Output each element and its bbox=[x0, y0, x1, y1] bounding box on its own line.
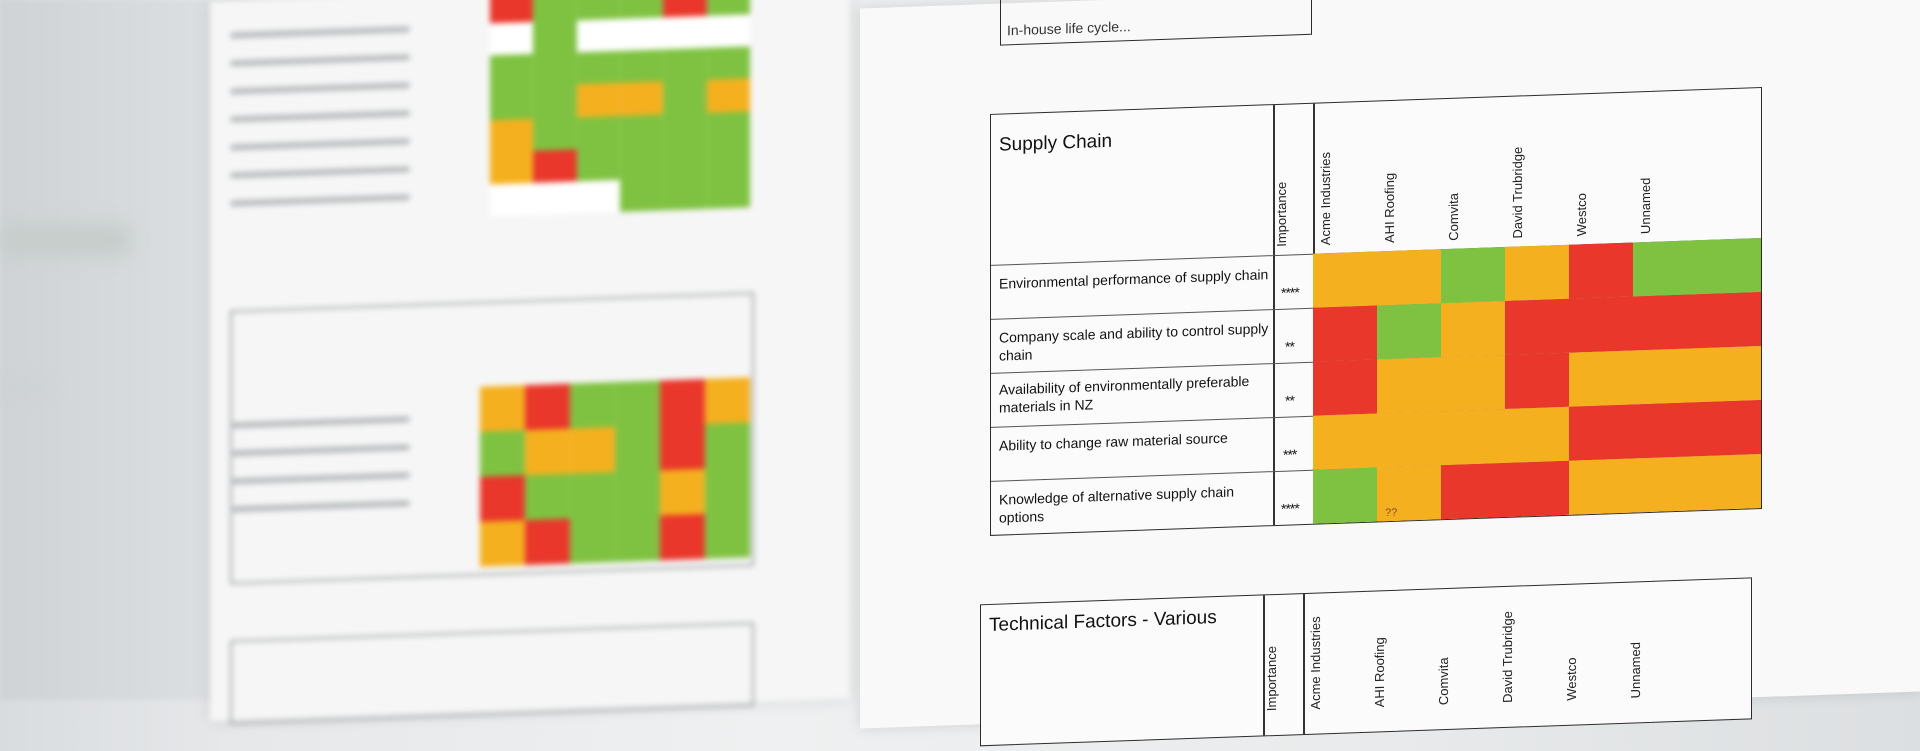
partial-table-top: In-house life cycle... bbox=[1000, 0, 1312, 46]
blurred-shape bbox=[0, 225, 130, 255]
table-title: Technical Factors - Various bbox=[989, 607, 1217, 637]
heatmap-cell bbox=[1569, 350, 1633, 407]
importance-stars: *** bbox=[1283, 446, 1297, 463]
heatmap-cell bbox=[1569, 242, 1633, 299]
column-header: Importance bbox=[1264, 645, 1279, 712]
column-header: Comvita bbox=[1446, 192, 1461, 242]
heatmap-cell bbox=[1377, 357, 1441, 414]
heatmap-cell bbox=[1633, 294, 1697, 351]
column-divider bbox=[1273, 105, 1275, 526]
heatmap-cell bbox=[1441, 354, 1505, 412]
heatmap-cell bbox=[1505, 298, 1569, 355]
blurred-row-labels bbox=[230, 394, 410, 534]
heatmap-cell bbox=[1377, 303, 1441, 360]
blurred-row-labels bbox=[230, 4, 410, 228]
importance-stars: ** bbox=[1285, 338, 1294, 355]
column-header: AHI Roofing bbox=[1382, 172, 1397, 244]
heatmap-cell: ?? bbox=[1377, 465, 1441, 522]
photo-scene: In-house life cycle... Supply Chain Impo… bbox=[0, 0, 1762, 747]
technical-factors-table: Technical Factors - Various Importance A… bbox=[980, 577, 1752, 747]
importance-stars: ** bbox=[1285, 392, 1294, 409]
row-label: Environmental performance of supply chai… bbox=[999, 266, 1269, 292]
row-label: Company scale and ability to control sup… bbox=[999, 320, 1269, 364]
heatmap-cell bbox=[1569, 296, 1633, 353]
blurred-table-border bbox=[230, 622, 754, 725]
heatmap-cell bbox=[1441, 462, 1505, 520]
row-label: Ability to change raw material source bbox=[999, 429, 1228, 454]
column-header: AHI Roofing bbox=[1372, 637, 1387, 708]
cell-annotation: ?? bbox=[1385, 506, 1398, 520]
importance-stars: **** bbox=[1281, 284, 1299, 301]
blurred-heatmap-middle bbox=[480, 377, 750, 567]
heatmap-cell bbox=[1569, 458, 1633, 515]
right-paper-sheet: In-house life cycle... Supply Chain Impo… bbox=[860, 0, 1920, 747]
column-header: Westco bbox=[1574, 192, 1589, 237]
left-paper-sheet bbox=[210, 0, 850, 725]
heatmap-cell bbox=[1505, 244, 1569, 301]
heatmap-cell bbox=[1441, 408, 1505, 466]
table-title: Supply Chain bbox=[999, 130, 1113, 156]
column-header: David Trubridge bbox=[1510, 146, 1525, 239]
blurred-heatmap-top bbox=[490, 0, 750, 217]
supply-chain-heatmap: ?? bbox=[1313, 238, 1761, 524]
supply-chain-table: Supply Chain Importance Acme Industries … bbox=[990, 87, 1762, 536]
partial-table-label: In-house life cycle... bbox=[1007, 18, 1131, 39]
column-header: Westco bbox=[1564, 657, 1579, 701]
column-header: Importance bbox=[1274, 181, 1289, 248]
heatmap-cell bbox=[1377, 249, 1441, 306]
column-header: Unnamed bbox=[1628, 641, 1643, 699]
heatmap-cell bbox=[1505, 406, 1569, 463]
heatmap-cell bbox=[1697, 400, 1761, 457]
row-label: Knowledge of alternative supply chain op… bbox=[999, 483, 1235, 526]
importance-stars: **** bbox=[1281, 500, 1299, 517]
heatmap-cell bbox=[1441, 246, 1505, 304]
column-header: Acme Industries bbox=[1308, 616, 1323, 710]
heatmap-cell bbox=[1313, 413, 1377, 470]
heatmap-cell bbox=[1313, 305, 1377, 362]
heatmap-cell bbox=[1633, 402, 1697, 459]
heatmap-cell bbox=[1697, 454, 1761, 511]
heatmap-cell bbox=[1313, 251, 1377, 308]
column-header: Unnamed bbox=[1638, 177, 1653, 235]
heatmap-cell bbox=[1633, 240, 1697, 297]
heatmap-cell bbox=[1313, 467, 1377, 524]
heatmap-cell bbox=[1697, 292, 1761, 349]
heatmap-cell bbox=[1569, 404, 1633, 461]
heatmap-cell bbox=[1633, 348, 1697, 405]
heatmap-cell bbox=[1505, 460, 1569, 517]
heatmap-cell bbox=[1697, 346, 1761, 403]
heatmap-cell bbox=[1313, 359, 1377, 416]
heatmap-cell bbox=[1377, 411, 1441, 468]
row-label: Availability of environmentally preferab… bbox=[999, 372, 1250, 416]
blurred-shape bbox=[0, 380, 50, 396]
column-header: Acme Industries bbox=[1318, 151, 1333, 246]
column-header: David Trubridge bbox=[1500, 610, 1515, 704]
heatmap-cell bbox=[1441, 300, 1505, 358]
heatmap-cell bbox=[1633, 456, 1697, 513]
column-header: Comvita bbox=[1436, 657, 1451, 706]
heatmap-cell bbox=[1505, 352, 1569, 409]
heatmap-cell bbox=[1697, 238, 1761, 295]
